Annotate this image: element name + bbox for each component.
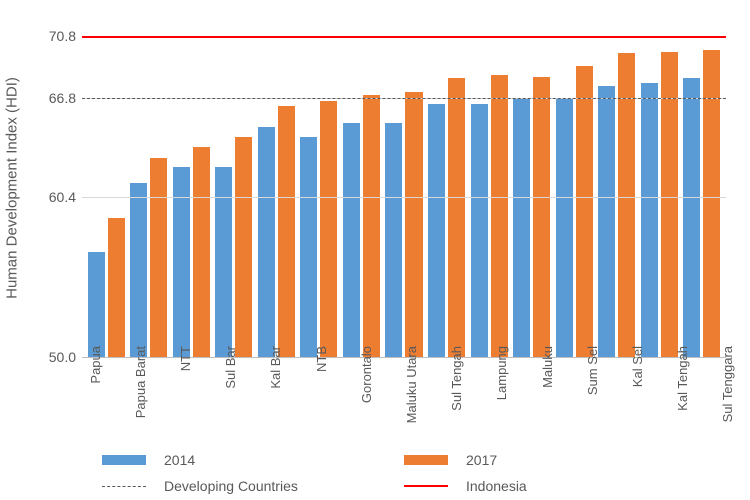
y-tick-label: 66.8 bbox=[49, 90, 82, 106]
legend-item: 2017 bbox=[404, 452, 706, 468]
bar-2014 bbox=[556, 98, 573, 357]
bar-2017 bbox=[405, 92, 422, 357]
x-axis-labels: Papua Papua Barat NTT Sul Bar Kal Bar NTB Goro… bbox=[62, 340, 746, 435]
x-tick: Sul Bar bbox=[202, 340, 245, 435]
y-tick-label: 70.8 bbox=[49, 28, 82, 44]
x-tick-label: Kal Sel bbox=[630, 346, 645, 387]
category-group bbox=[129, 18, 170, 357]
legend-swatch bbox=[102, 486, 146, 487]
bar-2017 bbox=[278, 106, 295, 357]
category-group bbox=[341, 18, 382, 357]
bar-2017 bbox=[491, 75, 508, 357]
bar-2017 bbox=[533, 77, 550, 357]
x-tick: Maluku bbox=[518, 340, 561, 435]
bar-2014 bbox=[343, 123, 360, 357]
x-tick-label: NTB bbox=[314, 346, 329, 372]
category-group bbox=[256, 18, 297, 357]
x-tick-label: Sul Tengah bbox=[449, 346, 464, 411]
chart-container: Human Development Index (HDI) 50.060.466… bbox=[0, 0, 750, 500]
x-tick-label: Sum Sel bbox=[585, 346, 600, 395]
x-tick: Lampung bbox=[473, 340, 516, 435]
legend-swatch bbox=[404, 485, 448, 487]
bar-2017 bbox=[448, 78, 465, 357]
legend: 2014 2017 Developing Countries Indonesia bbox=[62, 452, 746, 500]
x-tick: Sul Tenggara bbox=[699, 340, 742, 435]
x-tick: Sum Sel bbox=[563, 340, 606, 435]
x-tick: NTB bbox=[292, 340, 335, 435]
x-tick-label: Maluku Utara bbox=[404, 346, 419, 423]
bar-2017 bbox=[576, 66, 593, 357]
plot-area: 50.060.466.870.8 bbox=[82, 18, 726, 358]
x-tick: Kal Tengah bbox=[654, 340, 697, 435]
legend-item: 2014 bbox=[102, 452, 404, 468]
legend-swatch bbox=[102, 455, 146, 465]
bar-2014 bbox=[130, 183, 147, 357]
legend-item: Developing Countries bbox=[102, 478, 404, 494]
legend-label: 2014 bbox=[164, 452, 195, 468]
x-tick-label: Kal Bar bbox=[268, 346, 283, 389]
bar-2014 bbox=[258, 127, 275, 357]
x-tick: Papua bbox=[66, 340, 109, 435]
bar-2014 bbox=[471, 104, 488, 357]
x-tick-label: Papua Barat bbox=[133, 346, 148, 418]
bar-2014 bbox=[513, 98, 530, 357]
x-tick-label: Lampung bbox=[494, 346, 509, 400]
bar-2014 bbox=[385, 123, 402, 357]
y-axis-title: Human Development Index (HDI) bbox=[4, 77, 21, 299]
bar-2017 bbox=[235, 137, 252, 357]
reference-line bbox=[82, 98, 726, 99]
bar-2014 bbox=[300, 137, 317, 357]
legend-label: Indonesia bbox=[466, 478, 527, 494]
category-group bbox=[681, 18, 722, 357]
x-tick-label: Sul Tenggara bbox=[720, 346, 735, 422]
category-group bbox=[596, 18, 637, 357]
x-tick: Maluku Utara bbox=[382, 340, 425, 435]
bar-2017 bbox=[703, 50, 720, 357]
x-tick-label: Maluku bbox=[540, 346, 555, 388]
bar-2017 bbox=[320, 101, 337, 357]
x-tick: Gorontalo bbox=[337, 340, 380, 435]
x-tick-label: Kal Tengah bbox=[675, 346, 690, 411]
x-tick: Kal Sel bbox=[608, 340, 651, 435]
legend-swatch bbox=[404, 455, 448, 465]
legend-item: Indonesia bbox=[404, 478, 706, 494]
bar-2014 bbox=[598, 86, 615, 357]
x-tick-label: Gorontalo bbox=[359, 346, 374, 403]
y-tick-label: 60.4 bbox=[49, 189, 82, 205]
category-group bbox=[384, 18, 425, 357]
x-tick: Kal Bar bbox=[247, 340, 290, 435]
bar-2017 bbox=[150, 158, 167, 357]
legend-label: Developing Countries bbox=[164, 478, 298, 494]
x-tick-label: Papua bbox=[88, 346, 103, 384]
category-group bbox=[511, 18, 552, 357]
reference-line bbox=[82, 36, 726, 38]
category-group bbox=[214, 18, 255, 357]
x-tick: NTT bbox=[156, 340, 199, 435]
bar-2014 bbox=[641, 83, 658, 357]
bar-2017 bbox=[193, 147, 210, 357]
category-group bbox=[86, 18, 127, 357]
legend-label: 2017 bbox=[466, 452, 497, 468]
bar-2017 bbox=[363, 95, 380, 357]
x-tick: Sul Tengah bbox=[428, 340, 471, 435]
bar-2014 bbox=[683, 78, 700, 357]
category-group bbox=[554, 18, 595, 357]
category-group bbox=[426, 18, 467, 357]
x-tick-label: NTT bbox=[178, 346, 193, 371]
bar-2014 bbox=[428, 104, 445, 357]
category-group bbox=[299, 18, 340, 357]
x-tick-label: Sul Bar bbox=[223, 346, 238, 389]
category-group bbox=[639, 18, 680, 357]
bar-2017 bbox=[108, 218, 125, 357]
x-tick: Papua Barat bbox=[111, 340, 154, 435]
gridline bbox=[82, 197, 726, 198]
chart-frame: Human Development Index (HDI) 50.060.466… bbox=[20, 18, 730, 358]
category-group bbox=[171, 18, 212, 357]
category-group bbox=[469, 18, 510, 357]
bars-group bbox=[82, 18, 726, 357]
